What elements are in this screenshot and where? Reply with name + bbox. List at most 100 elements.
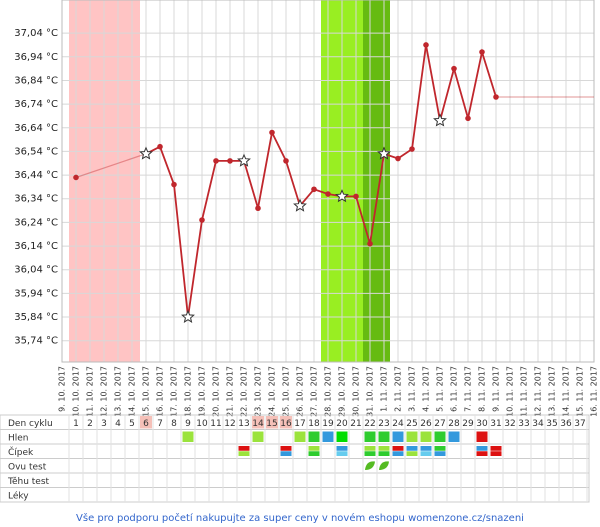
point-marker <box>479 49 485 55</box>
cipek-mark <box>308 451 320 456</box>
x-tick-label: 15. 10. 2017 <box>142 366 151 417</box>
cycle-day: 33 <box>518 419 529 429</box>
cycle-day: 26 <box>420 419 432 429</box>
x-tick-label: 27. 10. 2017 <box>310 366 319 417</box>
hlen-mark <box>420 431 432 442</box>
x-tick-label: 17. 10. 2017 <box>170 366 179 417</box>
y-tick-label: 36,44 °C <box>14 170 58 181</box>
x-tick-label: 3. 11. 2017 <box>408 366 417 412</box>
x-tick-label: 11. 10. 2017 <box>86 366 95 417</box>
day-highlight <box>280 416 292 429</box>
y-tick-label: 35,74 °C <box>14 336 58 347</box>
cycle-day: 5 <box>129 419 135 429</box>
x-tick-label: 11. 11. 2017 <box>520 366 529 417</box>
cipek-mark <box>378 451 390 456</box>
hlen-mark <box>392 431 404 442</box>
x-tick-label: 14. 10. 2017 <box>128 366 137 417</box>
cycle-day: 17 <box>294 419 305 429</box>
cycle-day: 36 <box>560 419 572 429</box>
point-marker <box>493 94 499 100</box>
cycle-day: 24 <box>392 419 404 429</box>
cycle-day: 25 <box>406 419 417 429</box>
cipek-mark <box>406 451 418 456</box>
point-marker <box>395 155 401 162</box>
cycle-day: 10 <box>196 419 208 429</box>
cycle-day: 16 <box>280 419 292 429</box>
x-tick-label: 10. 11. 2017 <box>506 366 515 417</box>
hlen-mark <box>378 431 390 442</box>
x-tick-label: 29. 10. 2017 <box>338 366 347 417</box>
cipek-mark <box>490 451 502 456</box>
ovulation-band <box>363 0 390 362</box>
point-marker <box>367 240 373 247</box>
cipek-mark <box>336 446 348 451</box>
cycle-day: 35 <box>546 419 557 429</box>
x-tick-label: 22. 10. 2017 <box>240 366 249 417</box>
cipek-mark <box>420 446 432 451</box>
x-tick-label: 7. 11. 2017 <box>464 366 473 412</box>
point-marker <box>409 146 415 152</box>
point-marker <box>227 158 233 164</box>
cycle-day: 3 <box>101 419 107 429</box>
cipek-mark <box>434 446 446 451</box>
x-tick-label: 12. 10. 2017 <box>100 366 109 417</box>
x-tick-label: 14. 11. 2017 <box>562 366 571 417</box>
x-tick-label: 5. 11. 2017 <box>436 366 445 412</box>
cipek-mark <box>364 451 376 456</box>
cycle-day: 31 <box>490 419 501 429</box>
x-tick-label: 18. 10. 2017 <box>184 366 193 417</box>
star-marker <box>335 189 349 203</box>
x-tick-label: 25. 10. 2017 <box>282 366 291 417</box>
gap-connector <box>75 153 147 179</box>
cipek-mark <box>238 446 250 451</box>
x-tick-label: 8. 11. 2017 <box>478 366 487 412</box>
x-tick-label: 1. 11. 2017 <box>380 366 389 412</box>
cipek-mark <box>238 451 250 456</box>
point-marker <box>157 143 163 150</box>
cycle-day: 9 <box>185 419 191 429</box>
x-tick-label: 15. 11. 2017 <box>576 366 585 417</box>
y-tick-label: 37,04 °C <box>14 28 58 39</box>
x-tick-label: 4. 11. 2017 <box>422 366 431 412</box>
cycle-day: 13 <box>238 419 249 429</box>
hlen-mark <box>294 431 306 442</box>
cycle-day: 7 <box>157 419 163 429</box>
point-marker <box>353 193 359 200</box>
point-marker <box>325 191 331 197</box>
y-tick-label: 36,94 °C <box>14 52 58 63</box>
x-tick-label: 9. 10. 2017 <box>58 366 67 412</box>
cipek-mark <box>434 451 446 456</box>
day-highlight <box>252 416 264 429</box>
point-marker <box>311 186 317 193</box>
cycle-day: 32 <box>504 419 515 429</box>
x-tick-label: 31. 10. 2017 <box>366 366 375 417</box>
cipek-mark <box>490 446 502 451</box>
x-tick-label: 16. 11. 2017 <box>590 366 599 417</box>
point-marker <box>213 158 219 164</box>
cycle-day: 21 <box>350 419 361 429</box>
hlen-mark <box>406 431 418 442</box>
y-tick-label: 36,04 °C <box>14 265 58 276</box>
cipek-mark <box>406 446 418 451</box>
cipek-mark <box>308 446 320 451</box>
cycle-day: 22 <box>364 419 375 429</box>
cycle-day: 19 <box>322 419 334 429</box>
star-marker <box>139 146 153 160</box>
cycle-day: 15 <box>266 419 277 429</box>
hlen-mark <box>448 431 460 442</box>
cycle-day: 11 <box>210 419 221 429</box>
cycle-day: 20 <box>336 419 348 429</box>
row-label: Těhu test <box>7 477 50 487</box>
point-marker <box>451 65 457 72</box>
star-marker <box>377 146 391 160</box>
x-tick-label: 23. 10. 2017 <box>254 366 263 417</box>
y-tick-label: 35,94 °C <box>14 288 58 299</box>
cycle-day: 12 <box>224 419 235 429</box>
footer-link[interactable]: Vše pro podporu početí nakupujte za supe… <box>76 512 524 524</box>
point-marker <box>283 158 289 164</box>
hlen-mark <box>252 431 264 442</box>
row-label: Léky <box>8 490 29 501</box>
hlen-mark <box>308 431 320 442</box>
plot-frame <box>61 0 595 363</box>
